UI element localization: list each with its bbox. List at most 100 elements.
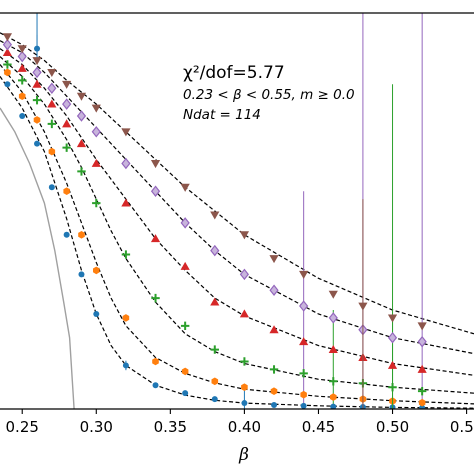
data-point-s0-p5 [63, 231, 70, 238]
data-point-s1-p17 [418, 398, 426, 407]
annotation-ndat: Ndat = 114 [183, 107, 261, 123]
data-point-s3-p6 [91, 158, 101, 167]
data-point-s5-p15 [358, 302, 368, 311]
data-point-s4-p14 [328, 312, 338, 324]
gray-curve-layer [0, 107, 75, 409]
data-point-s1-p3 [48, 147, 56, 156]
data-point-s0-p14 [300, 402, 307, 409]
data-point-s2-p11 [240, 357, 249, 366]
data-point-s0-p11 [211, 396, 218, 403]
data-point-s3-p0 [2, 48, 13, 57]
data-point-s3-p16 [387, 360, 398, 369]
data-point-s0-p13 [271, 402, 278, 409]
x-tick-label-4: 0.45 [302, 418, 335, 436]
data-point-s4-p17 [417, 335, 427, 348]
data-point-s5-p7 [121, 128, 131, 137]
data-point-s3-p3 [47, 99, 57, 108]
data-point-s1-p7 [122, 314, 130, 322]
data-point-s5-p13 [299, 270, 309, 279]
x-tick-label-6: 0.55 [450, 418, 474, 436]
data-point-s0-p10 [182, 390, 189, 397]
data-point-s2-p17 [417, 386, 427, 396]
x-tick-label-0: 0.25 [6, 418, 39, 436]
fit-curve-3 [0, 48, 474, 376]
data-point-s0-p12 [241, 400, 248, 407]
data-point-s3-p9 [180, 261, 190, 270]
data-point-s2-p12 [269, 365, 279, 374]
data-point-s4-p1 [17, 50, 27, 63]
data-point-s4-p6 [91, 126, 101, 138]
data-point-s5-p0 [2, 33, 13, 42]
data-point-s5-p8 [150, 160, 161, 169]
data-point-s5-p12 [269, 255, 279, 264]
gray-boundary-curve [0, 107, 75, 409]
data-point-s4-p13 [299, 300, 309, 312]
data-point-s4-p2 [32, 66, 42, 79]
data-point-s3-p5 [76, 139, 87, 148]
data-point-s0-p0 [4, 81, 11, 88]
data-point-s2-p9 [180, 321, 190, 331]
data-point-s4-p12 [269, 284, 279, 296]
data-point-s0-p9 [152, 382, 159, 389]
data-point-s1-p1 [18, 92, 26, 100]
data-point-s0-p4 [48, 184, 55, 191]
data-point-s3-p14 [328, 345, 338, 354]
data-point-s5-p9 [180, 183, 190, 192]
data-point-s2-p14 [329, 377, 338, 386]
data-point-s4-p9 [180, 217, 190, 229]
data-point-s0-p1 [19, 112, 26, 119]
data-point-s3-p13 [299, 337, 309, 346]
marker-layer [2, 33, 427, 409]
data-point-s4-p3 [47, 82, 57, 95]
data-point-s2-p7 [121, 250, 131, 259]
data-point-s2-p5 [77, 167, 86, 176]
x-tick-label-3: 0.40 [228, 418, 261, 436]
data-point-s2-p6 [92, 198, 101, 208]
x-tick-label-5: 0.50 [376, 418, 409, 436]
data-point-s5-p10 [210, 211, 220, 220]
data-point-s3-p8 [150, 234, 161, 243]
data-point-s0-p6 [78, 271, 85, 278]
data-point-s0-p2 [34, 45, 41, 52]
data-point-s0-p7 [93, 310, 100, 317]
data-point-s3-p7 [121, 198, 131, 207]
data-point-s3-p10 [210, 297, 220, 306]
data-point-s5-p5 [76, 92, 87, 101]
data-point-s0-p15 [330, 403, 337, 409]
data-point-s5-p6 [91, 104, 101, 113]
data-point-s5-p14 [328, 290, 338, 299]
fit-curve-5 [0, 32, 474, 335]
data-point-s4-p0 [2, 38, 13, 51]
data-point-s3-p2 [32, 79, 42, 88]
data-point-s1-p8 [152, 357, 159, 366]
data-point-s1-p5 [78, 231, 85, 239]
data-point-s4-p7 [121, 157, 131, 170]
data-point-s5-p4 [62, 80, 72, 89]
data-point-s1-p4 [63, 187, 70, 195]
x-axis-title: β [238, 445, 249, 465]
fit-curve-2 [0, 56, 474, 394]
data-point-s1-p10 [211, 377, 219, 386]
data-point-s1-p6 [93, 266, 100, 275]
data-point-s1-p11 [241, 383, 248, 391]
data-point-s5-p11 [239, 231, 250, 240]
data-point-s2-p13 [299, 369, 308, 378]
x-axis-ticks: 0.25 0.30 0.35 0.40 0.45 0.50 0.55 [6, 409, 474, 436]
data-point-s5-p1 [17, 45, 27, 54]
data-point-s4-p8 [150, 185, 161, 197]
data-point-s0-p3 [34, 140, 41, 147]
data-point-s4-p11 [239, 268, 250, 281]
data-point-s2-p0 [3, 60, 12, 69]
data-point-s5-p3 [47, 68, 57, 77]
data-point-s5-p16 [387, 314, 398, 323]
data-point-s0-p8 [122, 362, 129, 369]
data-point-s2-p16 [388, 383, 397, 392]
data-point-s4-p10 [210, 244, 220, 257]
data-point-s1-p2 [33, 116, 41, 124]
data-point-s4-p5 [76, 110, 87, 122]
data-point-s1-p13 [300, 390, 307, 399]
x-tick-label-1: 0.30 [80, 418, 113, 436]
data-point-s3-p11 [239, 309, 250, 318]
data-point-s3-p12 [269, 325, 279, 334]
